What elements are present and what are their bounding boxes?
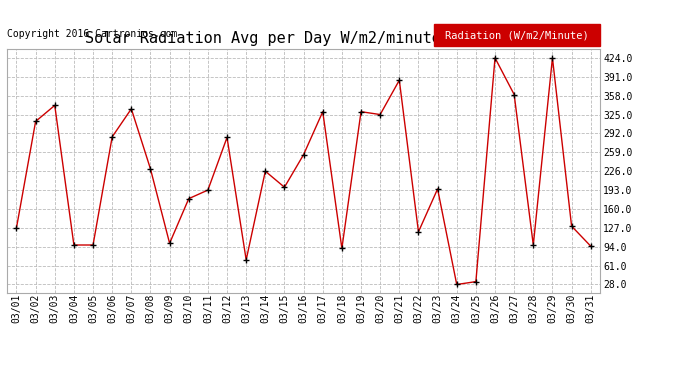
Text: Radiation (W/m2/Minute): Radiation (W/m2/Minute) <box>445 30 589 40</box>
Title: Solar Radiation Avg per Day W/m2/minute 20160331: Solar Radiation Avg per Day W/m2/minute … <box>85 31 522 46</box>
FancyBboxPatch shape <box>434 24 600 46</box>
Text: Copyright 2016 Cartronics.com: Copyright 2016 Cartronics.com <box>7 29 177 39</box>
